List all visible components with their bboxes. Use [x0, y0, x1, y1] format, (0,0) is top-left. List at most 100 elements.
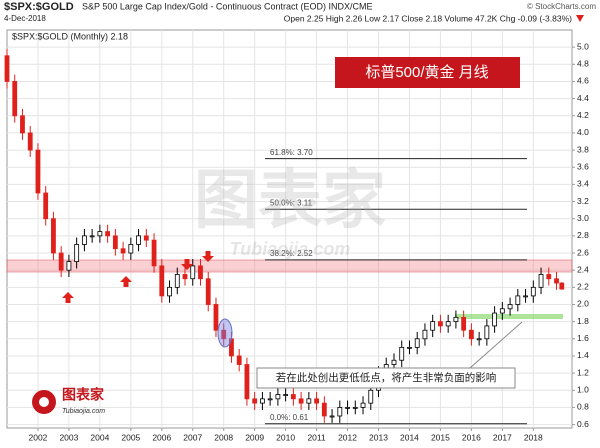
candle-body	[112, 235, 118, 250]
down-arrow-icon	[576, 15, 584, 22]
y-tick-label: 0.6	[577, 419, 589, 429]
candle-body	[159, 265, 165, 297]
candle-body	[538, 274, 544, 288]
candle-body	[321, 402, 327, 417]
candle-body	[190, 265, 196, 280]
x-tick-label: 2013	[369, 432, 388, 442]
y-tick-label: 4.6	[577, 76, 589, 86]
fib-label: 0.0%: 0.61	[270, 413, 309, 422]
x-tick-label: 2011	[307, 432, 326, 442]
candle-body	[74, 244, 80, 262]
candle-body	[12, 81, 18, 117]
candle-body	[314, 398, 319, 404]
candle-body	[468, 329, 474, 340]
x-tick-label: 2007	[183, 432, 202, 442]
candle-body	[329, 415, 335, 418]
candle-body	[399, 346, 405, 361]
chart-title: $SPX:$GOLD	[4, 1, 74, 13]
logo-url: Tubiaojia.com	[62, 408, 105, 415]
red-arrow	[62, 292, 74, 303]
y-tick-label: 5.0	[577, 41, 589, 51]
candle-body	[453, 316, 459, 323]
y-tick-label: 3.8	[577, 144, 589, 154]
y-tick-label: 2.4	[577, 264, 589, 274]
y-tick-label: 2.0	[577, 299, 589, 309]
candle-body	[151, 239, 157, 267]
candle-body	[515, 295, 521, 305]
x-tick-label: 2003	[59, 432, 78, 442]
candle-body	[530, 286, 536, 297]
support-band	[455, 314, 563, 319]
candle-body	[523, 295, 528, 298]
candle-body	[290, 394, 296, 400]
callout-box	[256, 367, 516, 389]
candle-body	[167, 286, 172, 297]
x-tick-label: 2015	[431, 432, 450, 442]
candle-body	[51, 218, 56, 254]
candle-body	[143, 235, 149, 241]
candle-body	[20, 115, 25, 134]
candle-body	[236, 355, 242, 365]
candle-body	[352, 407, 358, 409]
candle-body	[252, 398, 258, 404]
watermark-url: Tubiaojia.com	[230, 239, 351, 259]
candle-body	[260, 398, 265, 404]
candle-body	[445, 321, 451, 327]
y-tick-label: 4.4	[577, 93, 589, 103]
chart-subtitle: S&P 500 Large Cap Index/Gold - Continuou…	[82, 1, 372, 11]
candle-body	[105, 231, 111, 237]
candle-body	[81, 235, 87, 245]
candle-body	[461, 316, 467, 331]
x-tick-label: 2012	[338, 432, 357, 442]
candle-body	[559, 282, 565, 290]
y-tick-label: 1.8	[577, 316, 589, 326]
y-tick-label: 3.6	[577, 161, 589, 171]
callout-line	[469, 321, 523, 369]
y-tick-label: 1.2	[577, 367, 589, 377]
candle-body	[368, 389, 374, 404]
candle-body	[298, 398, 304, 404]
date: 4-Dec-2018	[4, 14, 46, 23]
annotation-title: 标普500/黄金 月线	[365, 64, 488, 81]
y-tick-label: 2.6	[577, 247, 589, 257]
candle-body	[43, 192, 49, 220]
y-tick-label: 1.6	[577, 333, 589, 343]
fib-label: 38.2%: 2.52	[270, 249, 313, 258]
fib-label: 50.0%: 3.11	[270, 198, 313, 207]
candle-body	[306, 398, 312, 404]
candle-body	[360, 402, 366, 408]
candle-body	[213, 304, 219, 331]
y-tick-label: 2.8	[577, 230, 589, 240]
candle-body	[337, 407, 343, 417]
candle-body	[97, 231, 103, 237]
candle-body	[546, 274, 552, 280]
candle-body	[283, 394, 289, 396]
candle-body	[430, 321, 436, 331]
red-arrow	[120, 276, 132, 287]
candle-body	[27, 132, 33, 151]
x-tick-label: 2006	[152, 432, 171, 442]
y-tick-label: 4.2	[577, 110, 589, 120]
quote: Open 2.25 High 2.26 Low 2.17 Close 2.18 …	[284, 13, 572, 23]
candle-body	[66, 261, 72, 271]
x-tick-label: 2018	[524, 432, 543, 442]
x-tick-label: 2008	[214, 432, 233, 442]
x-tick-label: 2004	[90, 432, 109, 442]
red-arrow	[181, 259, 193, 270]
y-tick-label: 1.4	[577, 350, 589, 360]
candle-body	[507, 304, 513, 310]
callout-text: 若在此处创出更低低点，将产生非常负面的影响	[276, 371, 497, 384]
y-tick-label: 3.4	[577, 179, 589, 189]
candle-body	[438, 321, 443, 327]
candle-body	[499, 308, 505, 314]
candle-body	[267, 398, 273, 401]
candle-body	[198, 265, 203, 280]
logo-icon-inner	[39, 397, 49, 407]
candle-body	[476, 338, 482, 341]
candle-body	[422, 329, 428, 340]
candle-body	[414, 338, 420, 348]
x-tick-label: 2010	[276, 432, 295, 442]
y-tick-label: 4.0	[577, 127, 589, 137]
y-tick-label: 3.0	[577, 213, 589, 223]
